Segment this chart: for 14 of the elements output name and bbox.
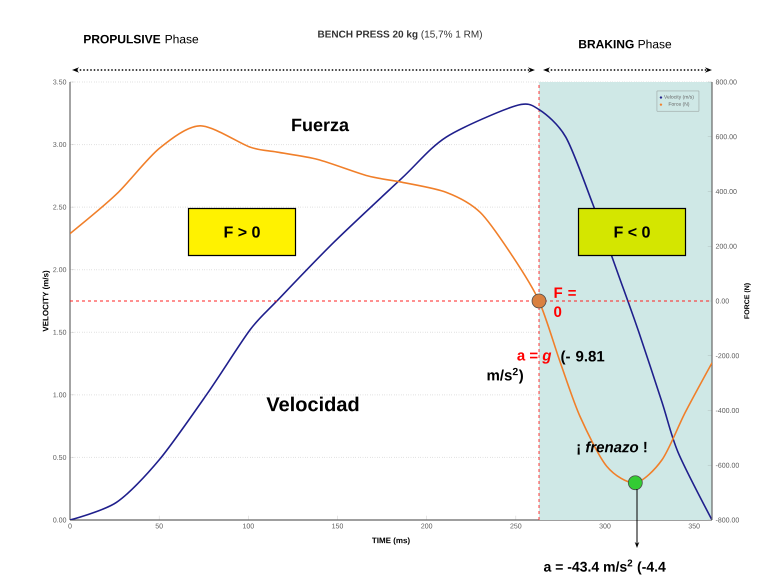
text: m/s$^{2}$)	[488, 368, 523, 384]
text: BRAKING Phase	[579, 40, 672, 48]
annotation: F > 0	[224, 226, 260, 238]
chart-title: BENCH PRESS 20 kg (15,7% 1 RM)	[318, 30, 482, 40]
annotation: F = 0	[554, 288, 576, 317]
text: PROPULSIVE Phase	[84, 34, 198, 44]
text: a = -43.4 m/s$^{2}$ (-4.4	[544, 560, 666, 574]
x-axis-title: TIME (ms)	[372, 537, 410, 545]
annotation: F < 0	[614, 226, 650, 238]
text: (- 9.81	[561, 350, 604, 364]
annotation: a = g	[517, 352, 552, 364]
annotation: Fuerza	[292, 118, 350, 132]
annotation: Velocidad	[266, 396, 358, 412]
y-axis-title: VELOCITY (m/s)	[42, 270, 50, 332]
